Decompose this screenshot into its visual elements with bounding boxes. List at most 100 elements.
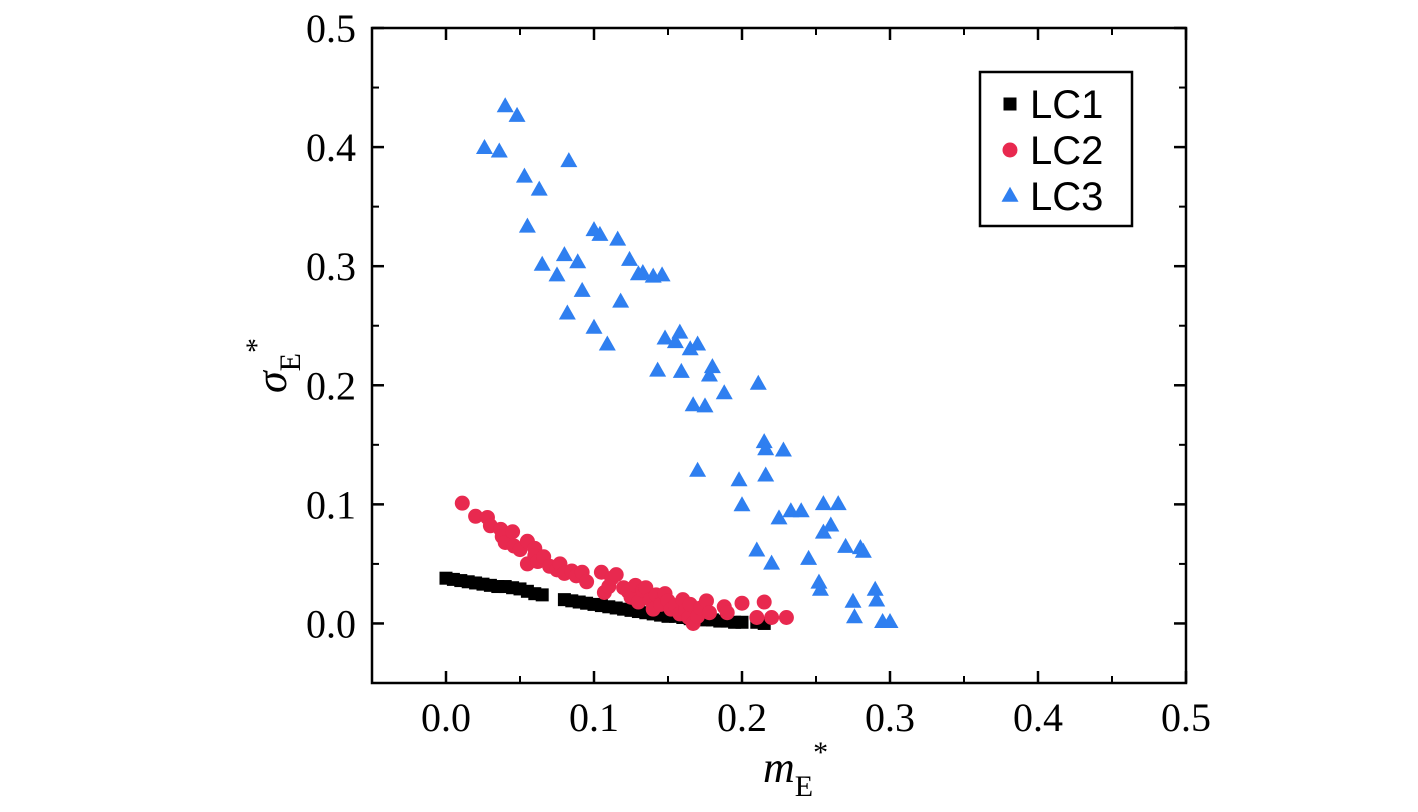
y-tick-label: 0.0 xyxy=(306,601,356,646)
y-axis-label: σE* xyxy=(240,338,307,393)
LC2-point-33 xyxy=(630,594,646,610)
LC3-point-17 xyxy=(598,335,616,351)
x-tick-label: 0.5 xyxy=(1161,695,1211,740)
LC3-point-0 xyxy=(475,138,493,154)
LC3-point-13 xyxy=(573,281,591,297)
LC3-point-41 xyxy=(749,374,767,390)
y-tick-label: 0.1 xyxy=(306,482,356,527)
LC3-point-7 xyxy=(533,255,551,271)
legend-label-LC2: LC2 xyxy=(1030,129,1103,173)
LC3-point-39 xyxy=(733,496,751,512)
LC3-point-2 xyxy=(496,97,514,113)
LC3-point-25 xyxy=(653,266,671,282)
LC3-point-42 xyxy=(755,433,773,449)
LC3-point-27 xyxy=(666,333,684,349)
legend-marker-LC2 xyxy=(1002,142,1018,158)
LC3-point-8 xyxy=(548,266,566,282)
LC3-point-12 xyxy=(569,253,587,269)
LC3-point-57 xyxy=(837,537,855,553)
LC3-point-65 xyxy=(881,612,899,628)
LC2-point-59 xyxy=(764,610,780,625)
LC2-point-52 xyxy=(698,593,714,609)
LC3-point-49 xyxy=(792,502,810,518)
LC3-point-16 xyxy=(591,225,609,241)
LC3-point-52 xyxy=(811,580,829,596)
x-tick-label: 0.2 xyxy=(717,695,767,740)
LC3-point-36 xyxy=(703,358,721,374)
x-tick-label: 0.0 xyxy=(421,695,471,740)
LC3-point-47 xyxy=(774,441,792,457)
LC2-point-56 xyxy=(734,595,750,611)
x-tick-label: 0.4 xyxy=(1013,695,1063,740)
LC3-point-30 xyxy=(681,340,699,356)
LC3-point-40 xyxy=(748,541,766,557)
LC3-point-5 xyxy=(518,217,536,233)
LC3-point-18 xyxy=(609,230,627,246)
axes: 0.0 0.1 0.2 0.3 0.4 0.5 0.0 0.1 0.2 0.3 0.4 0.5 mE* σ… xyxy=(240,6,1211,803)
LC3-point-20 xyxy=(621,250,639,266)
LC3-point-53 xyxy=(814,495,832,511)
LC3-point-6 xyxy=(530,180,548,196)
LC2-point-53 xyxy=(701,605,717,621)
LC2-point-28 xyxy=(608,567,624,583)
LC3-point-50 xyxy=(800,549,818,565)
LC2-point-7 xyxy=(505,524,521,540)
LC3-point-61 xyxy=(854,542,872,558)
LC3-point-11 xyxy=(560,152,578,168)
LC3-point-14 xyxy=(585,318,603,334)
plot-frame xyxy=(370,26,1188,685)
LC3-point-31 xyxy=(684,396,702,412)
LC3-point-29 xyxy=(672,362,690,378)
LC3-point-45 xyxy=(763,554,781,570)
LC2-point-58 xyxy=(756,594,772,610)
LC3-point-35 xyxy=(700,366,718,382)
LC2-point-60 xyxy=(778,610,794,625)
LC3-point-22 xyxy=(634,264,652,280)
LC3-point-62 xyxy=(866,580,884,596)
LC3-point-33 xyxy=(689,461,707,477)
y-tick-label: 0.2 xyxy=(306,363,356,408)
LC3-point-9 xyxy=(555,246,573,262)
LC3-point-26 xyxy=(656,329,674,345)
LC3-point-46 xyxy=(770,509,788,525)
legend-label-LC3: LC3 xyxy=(1030,175,1103,219)
LC3-point-59 xyxy=(845,608,863,624)
y-tick-label: 0.4 xyxy=(306,125,356,170)
legend-label-LC1: LC1 xyxy=(1030,83,1103,127)
LC3-point-3 xyxy=(508,106,526,122)
LC3-point-55 xyxy=(822,516,840,532)
legend-marker-LC3 xyxy=(1001,186,1019,202)
LC3-point-4 xyxy=(515,167,533,183)
series-LC1 xyxy=(439,571,771,630)
LC3-point-51 xyxy=(810,573,828,589)
LC2-point-23 xyxy=(579,574,595,590)
LC1-point-13 xyxy=(535,588,549,602)
series-LC2 xyxy=(454,495,794,631)
LC3-point-56 xyxy=(829,495,847,511)
LC2-point-1 xyxy=(468,508,484,524)
x-tick-label: 0.1 xyxy=(569,695,619,740)
y-tick-label: 0.3 xyxy=(306,244,356,289)
LC2-point-0 xyxy=(454,495,470,511)
plot-area xyxy=(439,97,899,631)
LC3-point-38 xyxy=(730,471,748,487)
x-tick-label: 0.3 xyxy=(865,695,915,740)
LC3-point-24 xyxy=(649,361,667,377)
LC2-point-57 xyxy=(749,610,765,625)
LC1-point-38 xyxy=(735,615,749,629)
LC3-point-43 xyxy=(757,440,775,456)
x-axis-label: mE* xyxy=(763,736,828,803)
series-LC3 xyxy=(475,97,899,628)
LC3-point-63 xyxy=(868,591,886,607)
LC2-point-55 xyxy=(719,605,735,621)
legend-marker-LC1 xyxy=(1003,97,1017,111)
LC3-point-44 xyxy=(757,466,775,482)
LC3-point-19 xyxy=(612,292,630,308)
y-tick-label: 0.5 xyxy=(306,6,356,51)
LC3-point-1 xyxy=(490,142,508,158)
LC3-point-10 xyxy=(558,304,576,320)
LC3-point-58 xyxy=(844,592,862,608)
LC3-point-34 xyxy=(696,397,714,413)
